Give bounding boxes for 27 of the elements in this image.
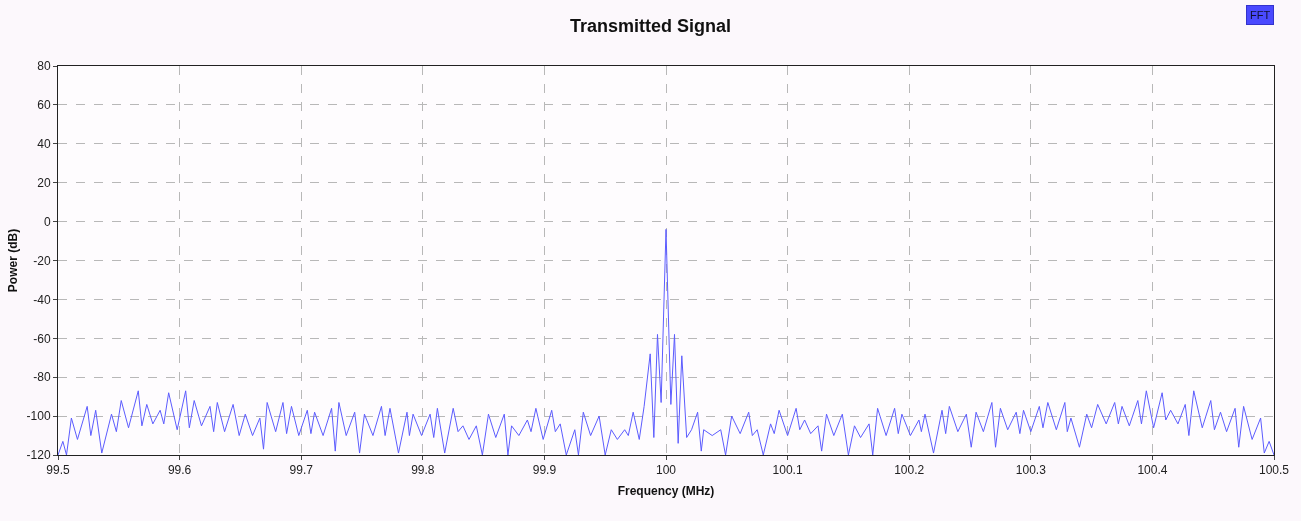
y-tick-label: 0 [43, 214, 51, 229]
y-tick-label: -80 [33, 370, 51, 385]
x-tick-label: 100.5 [1258, 463, 1290, 478]
y-tick-label: 60 [37, 98, 51, 113]
x-tick-label: 99.5 [46, 463, 70, 478]
y-tick-label: 40 [37, 137, 51, 151]
x-tick-label: 100 [655, 463, 677, 478]
y-tick-label: -100 [26, 409, 51, 424]
y-tick-label: -40 [33, 292, 51, 307]
x-tick-label: 100.3 [1015, 463, 1047, 478]
text: FFT [1250, 9, 1271, 21]
chart-title: Transmitted Signal [569, 16, 732, 37]
y-tick-label: 80 [37, 59, 51, 74]
x-axis-title: Frequency (MHz) [617, 484, 715, 499]
y-axis-title: Power (dB) [5, 228, 20, 293]
y-tick-label: -120 [26, 448, 51, 463]
x-tick-label: 100.1 [772, 463, 803, 478]
y-tick-label: -20 [33, 253, 51, 268]
y-tick-label: 20 [37, 175, 51, 190]
y-tick-label: -60 [33, 331, 51, 346]
x-tick-label: 99.6 [167, 463, 192, 478]
line-series [58, 228, 1274, 455]
x-tick-label: 99.8 [411, 463, 435, 478]
x-tick-label: 99.9 [532, 463, 557, 478]
x-tick-label: 99.7 [289, 463, 314, 478]
x-tick-label: 100.4 [1137, 463, 1168, 478]
x-tick-label: 100.2 [894, 463, 925, 478]
